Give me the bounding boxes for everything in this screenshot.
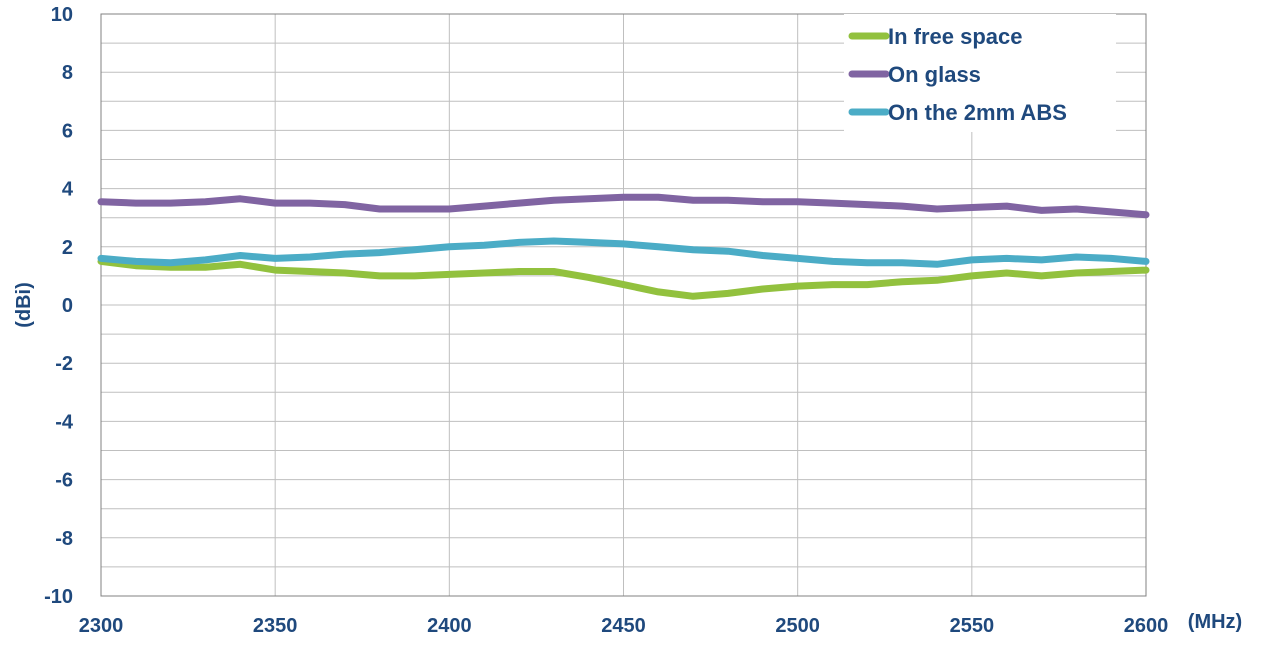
y-tick-label: -6 — [55, 470, 73, 492]
series-line-in-free-space — [97, 257, 1150, 300]
y-tick-label: 6 — [62, 120, 73, 142]
series-line-on-glass — [97, 193, 1150, 219]
y-tick-label: 0 — [62, 295, 73, 317]
legend: In free space On glass On the 2mm ABS — [844, 14, 1116, 132]
series-lines — [97, 193, 1150, 300]
legend-label-on-the-2mm-abs: On the 2mm ABS — [888, 100, 1067, 125]
y-tick-label: -8 — [55, 528, 73, 550]
x-tick-label: 2400 — [427, 615, 472, 637]
tick-labels: -10 -8 -6 -4 -2 0 2 4 6 8 10 2300 2350 2400 2450 2500 25… — [44, 4, 1168, 637]
y-tick-label: 4 — [62, 179, 74, 201]
y-tick-label: -10 — [44, 586, 73, 608]
x-tick-label: 2350 — [253, 615, 298, 637]
y-tick-label: 8 — [62, 62, 73, 84]
x-tick-label: 2550 — [950, 615, 995, 637]
legend-label-in-free-space: In free space — [888, 24, 1023, 49]
x-tick-label: 2500 — [775, 615, 820, 637]
x-axis-label: (MHz) — [1188, 611, 1242, 633]
x-tick-label: 2300 — [79, 615, 124, 637]
axes — [100, 13, 1147, 597]
y-tick-label: 10 — [51, 4, 73, 26]
x-tick-label: 2600 — [1124, 615, 1169, 637]
y-axis-label: (dBi) — [13, 282, 35, 328]
y-tick-label: 2 — [62, 237, 73, 259]
y-tick-label: -4 — [55, 411, 74, 433]
y-tick-label: -2 — [55, 353, 73, 375]
series-line-on-the-2mm-abs — [97, 237, 1150, 268]
plot-border — [100, 13, 1147, 597]
legend-label-on-glass: On glass — [888, 62, 981, 87]
x-tick-label: 2450 — [601, 615, 646, 637]
